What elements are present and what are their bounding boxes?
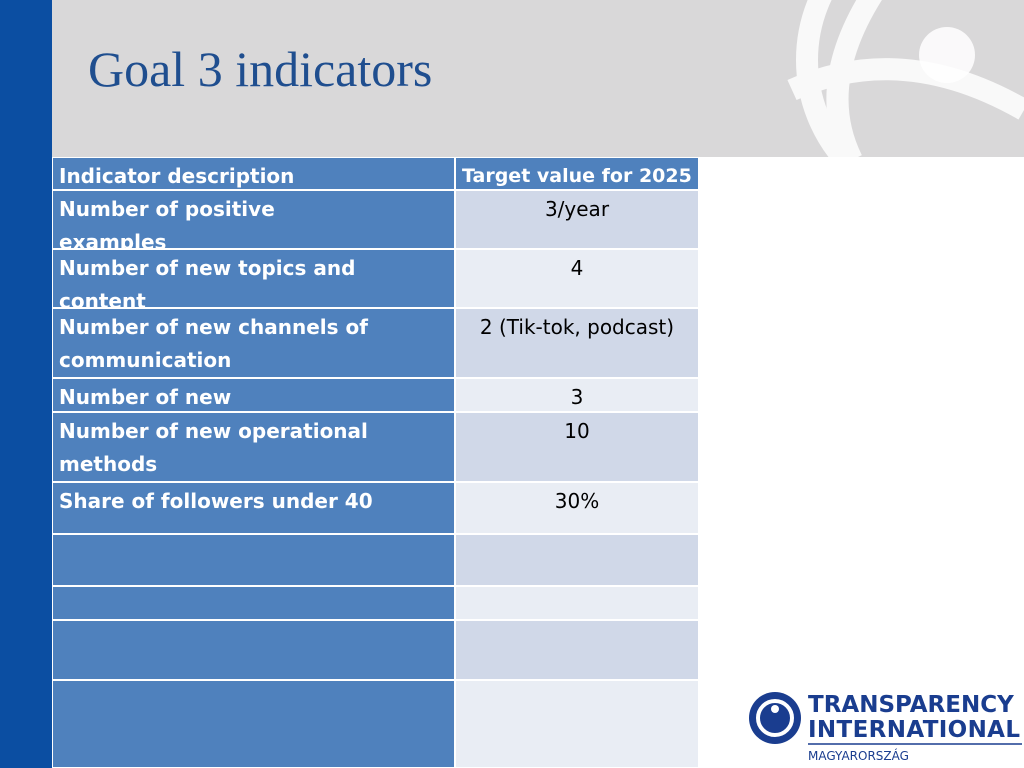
target-cell: 10	[455, 412, 699, 482]
empty-cell	[52, 534, 455, 586]
indicator-cell: Number of new partnerships	[52, 378, 455, 442]
slide-title: Goal 3 indicators	[88, 41, 433, 97]
logo-line1: TRANSPARENCY	[808, 692, 1014, 718]
target-cell: 4	[455, 249, 699, 308]
empty-cell	[52, 586, 455, 620]
logo-icon-ring	[756, 699, 794, 737]
logo: TRANSPARENCY INTERNATIONAL MAGYARORSZÁG	[749, 692, 1022, 763]
empty-cell	[455, 534, 699, 586]
indicator-cell: Number of new operational methods	[52, 412, 455, 482]
header-band	[52, 0, 1024, 157]
logo-line2: INTERNATIONAL	[808, 717, 1020, 743]
target-cell: 30%	[455, 482, 699, 534]
indicator-cell: Number of positive examples	[52, 190, 455, 254]
empty-cell	[455, 680, 699, 768]
header-cell: Indicator description	[52, 157, 455, 190]
empty-cell	[52, 620, 455, 680]
empty-cell	[455, 620, 699, 680]
globe-decoration	[787, 0, 1024, 157]
empty-cell	[52, 680, 455, 768]
side-stripe	[0, 0, 52, 768]
target-cell: 3	[455, 378, 699, 412]
indicator-cell: Number of new topics and content	[52, 249, 455, 313]
header-cell: Target value for 2025	[455, 157, 699, 190]
empty-cell	[455, 586, 699, 620]
logo-icon-head	[771, 705, 779, 713]
logo-line3: MAGYARORSZÁG	[808, 748, 909, 763]
indicator-cell: Share of followers under 40	[52, 482, 455, 534]
indicator-cell: Number of new channels of communication	[52, 308, 455, 378]
target-cell: 2 (Tik-tok, podcast)	[455, 308, 699, 378]
target-cell: 3/year	[455, 190, 699, 249]
